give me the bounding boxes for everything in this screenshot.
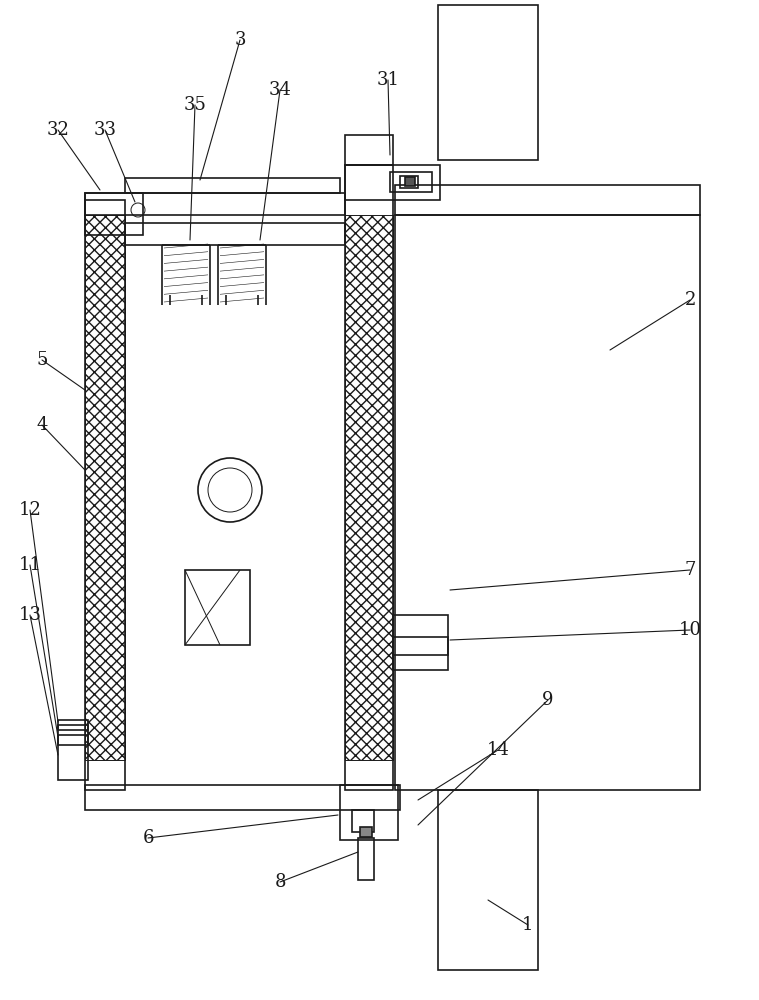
Text: 13: 13	[18, 606, 42, 624]
Bar	[85, 785, 400, 810]
Text: 9: 9	[542, 691, 554, 709]
Bar	[85, 215, 125, 760]
Bar	[352, 810, 374, 832]
Bar	[393, 637, 448, 655]
Bar	[85, 193, 143, 235]
Text: 4: 4	[36, 416, 48, 434]
Text: 6: 6	[142, 829, 154, 847]
Bar	[400, 176, 418, 188]
Text: 8: 8	[274, 873, 285, 891]
Bar	[345, 135, 393, 165]
Text: 1: 1	[522, 916, 534, 934]
Text: 14: 14	[487, 741, 509, 759]
Bar	[125, 178, 340, 193]
Bar	[85, 193, 345, 215]
Text: 31: 31	[376, 71, 399, 89]
Bar	[58, 720, 88, 730]
Bar	[358, 838, 374, 880]
Bar	[340, 785, 398, 840]
Bar	[395, 215, 700, 790]
Text: 35: 35	[184, 96, 206, 114]
Bar	[395, 185, 700, 215]
Bar	[58, 735, 88, 745]
Text: 11: 11	[18, 556, 42, 574]
Bar	[125, 223, 345, 245]
Bar	[360, 827, 372, 837]
Text: 7: 7	[685, 561, 696, 579]
Bar	[438, 5, 538, 160]
Bar	[393, 615, 448, 670]
Text: 32: 32	[46, 121, 69, 139]
Bar	[85, 200, 125, 790]
Bar	[345, 215, 393, 760]
Text: 3: 3	[235, 31, 246, 49]
Text: 10: 10	[679, 621, 701, 639]
Text: 33: 33	[93, 121, 116, 139]
Bar	[390, 172, 432, 192]
Text: 2: 2	[685, 291, 696, 309]
Text: 34: 34	[269, 81, 291, 99]
Bar	[438, 790, 538, 970]
Bar	[58, 725, 88, 780]
Bar	[345, 165, 440, 200]
Text: 5: 5	[36, 351, 48, 369]
Bar	[185, 570, 250, 645]
Text: 12: 12	[18, 501, 42, 519]
Bar	[405, 177, 415, 186]
Bar	[345, 165, 393, 790]
